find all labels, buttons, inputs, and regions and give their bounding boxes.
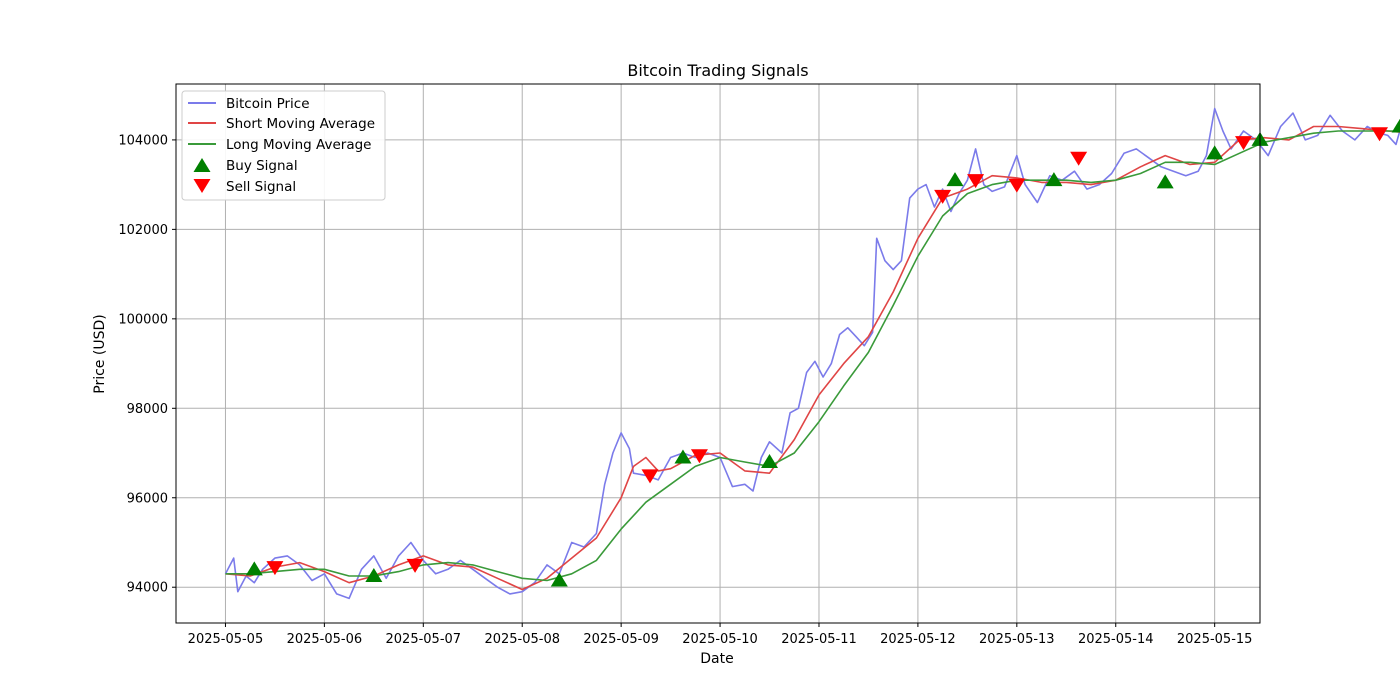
plot-area xyxy=(224,107,1400,600)
buy-signal-marker xyxy=(946,172,964,187)
sell-signal-marker xyxy=(266,561,284,576)
bitcoin-price-line xyxy=(224,107,1400,600)
x-tick-label: 2025-05-05 xyxy=(188,632,264,647)
buy-signal-marker xyxy=(761,453,779,468)
x-tick-label: 2025-05-07 xyxy=(386,632,462,647)
y-tick-label: 102000 xyxy=(118,223,168,238)
x-tick-label: 2025-05-15 xyxy=(1177,632,1253,647)
sell-signal-marker xyxy=(934,189,952,204)
x-tick-label: 2025-05-11 xyxy=(781,632,857,647)
buy-signal-marker xyxy=(1391,118,1400,133)
y-axis: 94000 96000 98000 100000 102000 104000 xyxy=(118,133,176,596)
y-tick-label: 104000 xyxy=(118,133,168,148)
sell-signal-marker xyxy=(406,558,424,573)
legend-swatch-buy-signal xyxy=(193,158,211,172)
buy-signal-marker xyxy=(1045,172,1063,187)
grid xyxy=(176,84,1260,623)
x-tick-label: 2025-05-08 xyxy=(484,632,560,647)
legend-label-sell-signal: Sell Signal xyxy=(226,179,296,195)
chart-title: Bitcoin Trading Signals xyxy=(627,61,808,80)
buy-signal-marker xyxy=(550,572,568,587)
sell-signal-marker xyxy=(967,174,985,189)
x-tick-label: 2025-05-14 xyxy=(1078,632,1154,647)
sell-signal-marker xyxy=(1371,127,1389,142)
x-tick-label: 2025-05-13 xyxy=(979,632,1055,647)
buy-signal-marker xyxy=(674,449,692,464)
legend-swatch-sell-signal xyxy=(193,179,211,193)
long-moving-average-line xyxy=(225,130,1400,582)
y-tick-label: 94000 xyxy=(127,581,168,596)
buy-signal-marker xyxy=(245,561,263,576)
legend: Bitcoin Price Short Moving Average Long … xyxy=(181,90,386,201)
sell-signal-marker xyxy=(690,449,708,464)
buy-signal-marker xyxy=(1206,145,1224,160)
legend-label-long-ma: Long Moving Average xyxy=(226,137,371,153)
x-tick-label: 2025-05-06 xyxy=(287,632,363,647)
buy-signal-marker xyxy=(365,568,383,583)
legend-box xyxy=(181,90,386,201)
plot-frame xyxy=(175,83,1261,624)
x-axis-label: Date xyxy=(700,651,733,667)
y-axis-label: Price (USD) xyxy=(92,314,108,393)
x-tick-label: 2025-05-09 xyxy=(583,632,659,647)
y-tick-label: 96000 xyxy=(127,491,168,506)
x-tick-label: 2025-05-10 xyxy=(682,632,758,647)
sell-signal-marker xyxy=(1235,136,1253,151)
buy-signal-marker xyxy=(1156,174,1174,189)
short-moving-average-line xyxy=(225,125,1400,591)
sell-signal-marker xyxy=(1008,178,1026,193)
legend-label-short-ma: Short Moving Average xyxy=(226,116,375,132)
legend-label-buy-signal: Buy Signal xyxy=(226,158,298,174)
y-tick-label: 98000 xyxy=(127,402,168,417)
sell-signal-marker xyxy=(1070,151,1088,166)
x-tick-label: 2025-05-12 xyxy=(880,632,956,647)
x-axis: 2025-05-05 2025-05-06 2025-05-07 2025-05-08… xyxy=(188,623,1253,647)
sell-signal-marker xyxy=(641,469,659,484)
y-tick-label: 100000 xyxy=(118,312,168,327)
legend-label-bitcoin-price: Bitcoin Price xyxy=(226,96,310,112)
